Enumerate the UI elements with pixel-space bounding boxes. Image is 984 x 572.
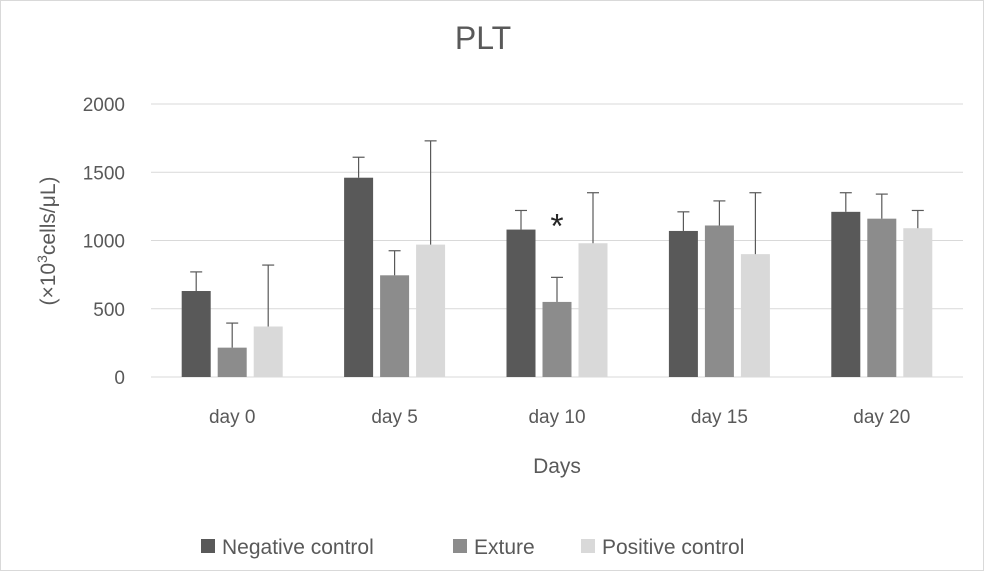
bar-negative-control-day-0: [181, 291, 211, 377]
bar-positive-control-day-20: [903, 228, 933, 377]
x-tick-label: day 10: [528, 407, 585, 428]
y-axis-label-sup: 3: [34, 255, 50, 263]
y-tick-label: 500: [93, 300, 125, 321]
legend-swatch-negative-control: [201, 539, 215, 553]
bars: *: [181, 140, 933, 377]
bar-positive-control-day-0: [253, 326, 283, 377]
bar-positive-control-day-15: [740, 254, 770, 377]
bar-positive-control-day-10: [578, 243, 608, 377]
y-tick-label: 0: [114, 368, 125, 389]
bar-exture-day-0: [217, 347, 247, 377]
y-tick-label: 2000: [83, 95, 125, 116]
legend: Negative control Exture Positive control: [201, 536, 744, 559]
legend-swatch-positive-control: [581, 539, 595, 553]
legend-label: Positive control: [602, 536, 744, 559]
y-tick-label: 1500: [83, 163, 125, 184]
x-tick-label: day 20: [853, 407, 910, 428]
y-axis-label-suffix: cells/μL): [37, 176, 60, 255]
bar-exture-day-5: [380, 275, 410, 377]
bar-exture-day-15: [704, 225, 734, 377]
x-axis-label: Days: [533, 455, 581, 478]
bar-positive-control-day-5: [416, 244, 446, 377]
bar-exture-day-20: [867, 218, 897, 377]
legend-label: Exture: [474, 536, 535, 559]
y-axis-ticks: 0 500 1000 1500 2000: [83, 95, 125, 389]
y-tick-label: 1000: [83, 232, 125, 253]
significance-marker: *: [550, 207, 563, 245]
bar-negative-control-day-5: [344, 177, 374, 377]
legend-label: Negative control: [222, 536, 374, 559]
bar-negative-control-day-20: [831, 211, 861, 377]
bar-exture-day-10: [542, 301, 572, 377]
bar-negative-control-day-15: [668, 230, 698, 377]
y-axis-label: (×103cells/μL): [34, 176, 60, 305]
x-tick-label: day 15: [691, 407, 748, 428]
legend-swatch-exture: [453, 539, 467, 553]
bar-negative-control-day-10: [506, 229, 536, 377]
x-tick-label: day 0: [209, 407, 255, 428]
x-axis-ticks: day 0 day 5 day 10 day 15 day 20: [209, 407, 910, 428]
chart-title: PLT: [455, 20, 511, 56]
x-tick-label: day 5: [371, 407, 417, 428]
gridlines: [151, 103, 963, 378]
y-axis-label-prefix: (×10: [37, 263, 60, 306]
